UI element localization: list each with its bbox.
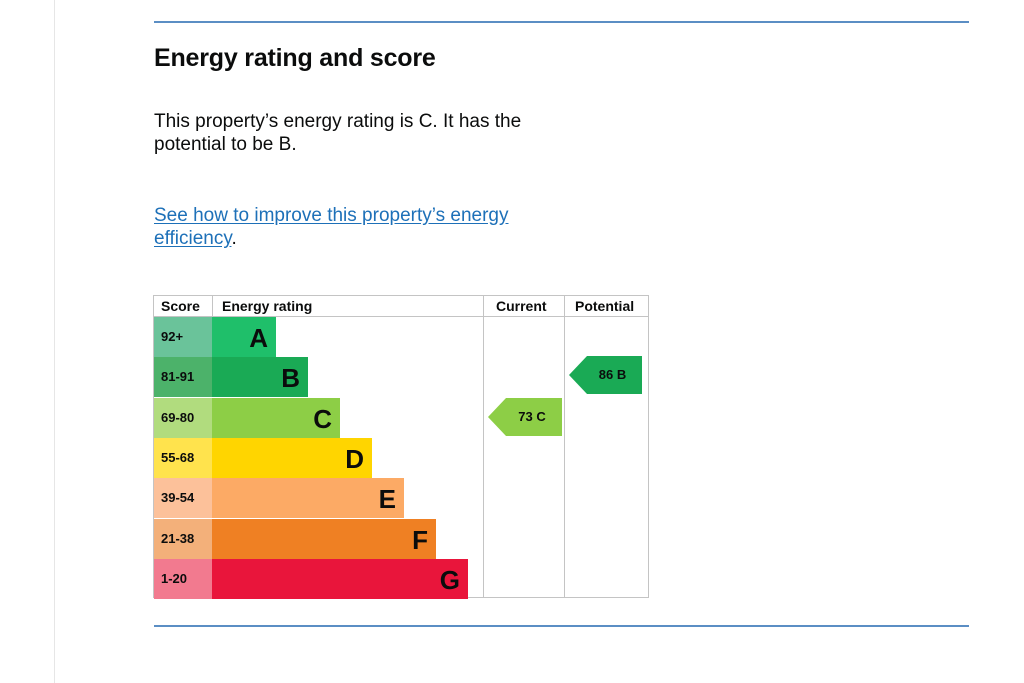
band-score-range: 81-91 xyxy=(154,357,212,398)
band-bar: A xyxy=(212,317,276,357)
header-rule xyxy=(154,316,648,317)
potential-rating-arrow: 86 B xyxy=(569,356,642,394)
band-bar: G xyxy=(212,558,468,599)
band-bar: F xyxy=(212,518,436,559)
section-divider-top xyxy=(154,21,969,23)
band-bar: B xyxy=(212,357,308,398)
left-border xyxy=(54,0,55,683)
improve-efficiency-link[interactable]: See how to improve this property’s energ… xyxy=(154,205,509,249)
band-score-range: 39-54 xyxy=(154,478,212,519)
band-letter: B xyxy=(281,363,300,394)
band-score-range: 69-80 xyxy=(154,397,212,438)
improve-paragraph: See how to improve this property’s energ… xyxy=(154,204,594,250)
current-rating-arrow: 73 C xyxy=(488,398,562,436)
energy-rating-table: Score Energy rating Current Potential 92… xyxy=(153,295,649,599)
band-letter: G xyxy=(439,564,460,595)
band-score-range: 55-68 xyxy=(154,437,212,478)
header-score: Score xyxy=(161,298,200,314)
section-heading: Energy rating and score xyxy=(154,44,436,72)
header-divider xyxy=(212,296,213,316)
band-score-range: 92+ xyxy=(154,317,212,357)
header-energy-rating: Energy rating xyxy=(222,298,313,314)
current-rating-label: 73 C xyxy=(518,409,546,424)
link-suffix: . xyxy=(231,228,237,249)
rating-summary: This property’s energy rating is C. It h… xyxy=(154,111,522,155)
current-column-divider xyxy=(483,296,484,597)
header-potential: Potential xyxy=(575,298,635,314)
band-letter: C xyxy=(313,403,332,434)
band-bar: E xyxy=(212,478,404,519)
band-letter: D xyxy=(345,443,364,474)
band-bar: D xyxy=(212,437,372,478)
section-divider-bottom xyxy=(154,625,969,627)
band-letter: A xyxy=(249,323,268,353)
band-score-range: 21-38 xyxy=(154,518,212,559)
header-current: Current xyxy=(496,298,547,314)
band-letter: F xyxy=(412,524,428,555)
potential-rating-label: 86 B xyxy=(598,367,627,382)
band-letter: E xyxy=(378,484,396,515)
potential-column-divider xyxy=(564,296,565,597)
band-score-range: 1-20 xyxy=(154,558,212,599)
band-bar: C xyxy=(212,397,340,438)
